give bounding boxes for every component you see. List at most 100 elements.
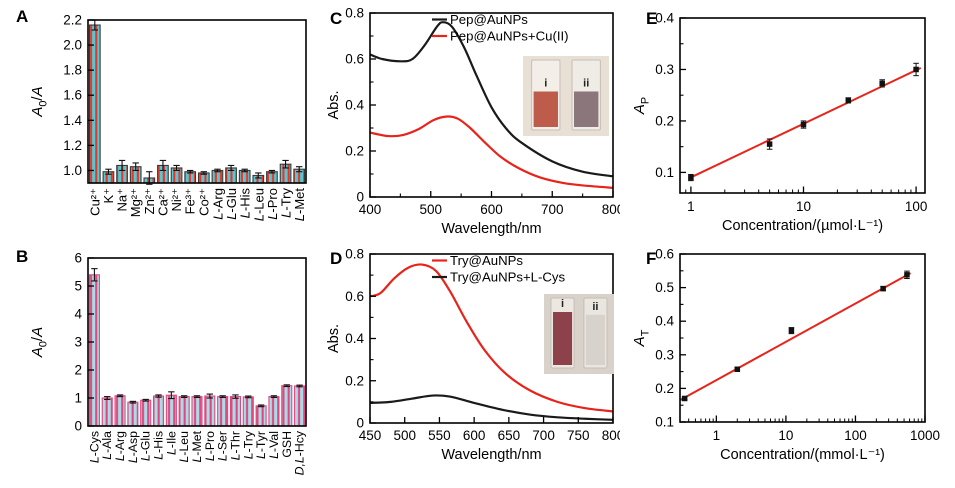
svg-text:0: 0 <box>356 190 364 205</box>
svg-text:0.2: 0.2 <box>655 113 674 128</box>
svg-text:2: 2 <box>74 363 82 378</box>
svg-text:AP: AP <box>631 97 652 115</box>
panel-label-e: E <box>646 9 658 28</box>
svg-text:A0/A: A0/A <box>29 86 50 117</box>
svg-text:1.4: 1.4 <box>63 113 82 128</box>
svg-text:0.6: 0.6 <box>345 52 364 67</box>
svg-text:400: 400 <box>359 202 382 217</box>
svg-text:Try@AuNPs: Try@AuNPs <box>450 253 523 268</box>
svg-text:0.1: 0.1 <box>655 415 674 430</box>
svg-text:Pep@AuNPs+Cu(II): Pep@AuNPs+Cu(II) <box>450 29 569 44</box>
svg-text:0.4: 0.4 <box>655 314 674 329</box>
panel-label-b: B <box>16 247 29 266</box>
panel-label-d: D <box>330 249 343 268</box>
panel-e: E 0.1 0.2 0.3 0.4 1 10 100 Concentration/(µmol·… <box>620 0 955 244</box>
svg-text:L-Ile: L-Ile <box>164 431 178 455</box>
svg-text:0.6: 0.6 <box>655 247 674 262</box>
svg-text:800: 800 <box>602 202 620 217</box>
svg-text:1.0: 1.0 <box>63 163 82 178</box>
svg-text:L-Try: L-Try <box>241 430 255 459</box>
svg-text:ii: ii <box>583 78 589 90</box>
panel-b-bar-chart: L-CysL-AlaL-ArgL-AspL-GluL-HisL-IleL-Leu… <box>29 251 307 475</box>
svg-text:750: 750 <box>567 428 590 443</box>
svg-text:L-Ser: L-Ser <box>216 431 230 461</box>
svg-text:L-Leu: L-Leu <box>251 188 266 221</box>
svg-text:500: 500 <box>393 428 416 443</box>
panel-d: D 0 0.2 0.4 0.6 0.8 450 500 550 600 650 700 750 800 W… <box>320 244 620 488</box>
panel-e-calibration-chart: 0.1 0.2 0.3 0.4 1 10 100 Concentration/(µmol·L⁻… <box>631 11 928 235</box>
svg-text:L-Thr: L-Thr <box>228 431 242 460</box>
panel-d-spectra-chart: 0 0.2 0.4 0.6 0.8 450 500 550 600 650 700 750 800 Wav… <box>326 247 620 464</box>
svg-text:700: 700 <box>541 202 564 217</box>
svg-text:L-Val: L-Val <box>267 431 281 459</box>
svg-text:3: 3 <box>74 335 82 350</box>
svg-text:i: i <box>544 78 547 90</box>
svg-text:0.4: 0.4 <box>345 98 364 113</box>
svg-text:Abs.: Abs. <box>326 324 342 353</box>
svg-text:Concentration/(mmol·L⁻¹): Concentration/(mmol·L⁻¹) <box>720 447 885 463</box>
svg-text:L-Cys: L-Cys <box>87 431 101 463</box>
svg-text:1: 1 <box>687 199 695 214</box>
svg-text:1000: 1000 <box>910 428 940 443</box>
svg-text:L-Pro: L-Pro <box>264 188 279 220</box>
svg-text:L-Tyr: L-Tyr <box>254 431 268 459</box>
svg-text:0.1: 0.1 <box>655 165 674 180</box>
panel-f: F 0.1 0.2 0.3 0.4 0.5 0.6 1 10 100 1000 Concentrat… <box>620 244 955 488</box>
svg-text:500: 500 <box>419 202 442 217</box>
svg-text:Co²⁺: Co²⁺ <box>196 188 211 216</box>
svg-text:0.3: 0.3 <box>655 347 674 362</box>
svg-text:0: 0 <box>356 416 364 431</box>
svg-text:Zn²⁺: Zn²⁺ <box>142 188 157 214</box>
svg-text:0: 0 <box>74 419 82 434</box>
svg-text:100: 100 <box>905 199 928 214</box>
svg-text:Wavelength/nm: Wavelength/nm <box>441 447 541 463</box>
svg-text:D,L-Hcy: D,L-Hcy <box>293 430 307 475</box>
svg-text:0.4: 0.4 <box>655 11 674 26</box>
svg-text:Concentration/(µmol·L⁻¹): Concentration/(µmol·L⁻¹) <box>722 218 883 234</box>
svg-text:2.0: 2.0 <box>63 38 82 53</box>
svg-text:ii: ii <box>592 301 598 313</box>
svg-text:Cu²⁺: Cu²⁺ <box>87 188 102 216</box>
svg-text:Ca²⁺: Ca²⁺ <box>155 188 170 216</box>
svg-text:0.8: 0.8 <box>345 247 364 262</box>
svg-text:AT: AT <box>631 329 652 347</box>
svg-text:0.5: 0.5 <box>655 280 674 295</box>
svg-text:600: 600 <box>480 202 503 217</box>
svg-text:L-His: L-His <box>237 188 252 219</box>
svg-text:Try@AuNPs+L-Cys: Try@AuNPs+L-Cys <box>450 270 566 285</box>
svg-text:L-Met: L-Met <box>292 188 307 222</box>
svg-text:2.2: 2.2 <box>63 13 82 28</box>
svg-text:1.6: 1.6 <box>63 88 82 103</box>
svg-text:0.2: 0.2 <box>655 381 674 396</box>
panel-label-f: F <box>646 249 657 268</box>
panel-b: B L-Cys L-Ala L-Arg L-Asp L-Glu L-His L-Ile L-L… <box>0 244 320 488</box>
svg-text:100: 100 <box>844 428 867 443</box>
panel-a: A Cu²⁺ K⁺ Na⁺ Mg²⁺ Zn²⁺ Ca²⁺ Ni²⁺ Fe³⁺ Co²⁺ L-Arg… <box>0 0 320 244</box>
svg-text:10: 10 <box>796 199 811 214</box>
svg-text:GSH: GSH <box>280 431 294 458</box>
svg-text:700: 700 <box>532 428 555 443</box>
svg-text:1: 1 <box>74 391 82 406</box>
svg-text:10: 10 <box>778 428 793 443</box>
svg-text:Abs.: Abs. <box>326 90 342 119</box>
panel-c: C 0 0.2 0.4 0.6 0.8 400 500 600 700 800 Wavelength… <box>320 0 620 244</box>
svg-text:L-Ala: L-Ala <box>100 431 114 460</box>
svg-text:650: 650 <box>498 428 521 443</box>
svg-text:550: 550 <box>428 428 451 443</box>
svg-text:L-Asp: L-Asp <box>126 431 140 463</box>
panel-label-c: C <box>330 9 343 28</box>
svg-text:6: 6 <box>74 251 82 266</box>
svg-text:L-Glu: L-Glu <box>224 188 239 220</box>
svg-text:Ni²⁺: Ni²⁺ <box>169 188 184 211</box>
svg-text:800: 800 <box>602 428 620 443</box>
panel-label-a: A <box>16 7 29 26</box>
svg-text:0.6: 0.6 <box>345 289 364 304</box>
svg-text:0.3: 0.3 <box>655 62 674 77</box>
svg-text:Pep@AuNPs: Pep@AuNPs <box>450 12 528 27</box>
svg-text:Wavelength/nm: Wavelength/nm <box>441 221 541 237</box>
svg-text:L-Leu: L-Leu <box>177 431 191 463</box>
svg-text:L-Arg: L-Arg <box>113 431 127 461</box>
panel-c-spectra-chart: 0 0.2 0.4 0.6 0.8 400 500 600 700 800 Wavelength/n… <box>326 6 620 238</box>
panel-f-calibration-chart: 0.1 0.2 0.3 0.4 0.5 0.6 1 10 100 1000 Concentratio… <box>631 247 940 464</box>
